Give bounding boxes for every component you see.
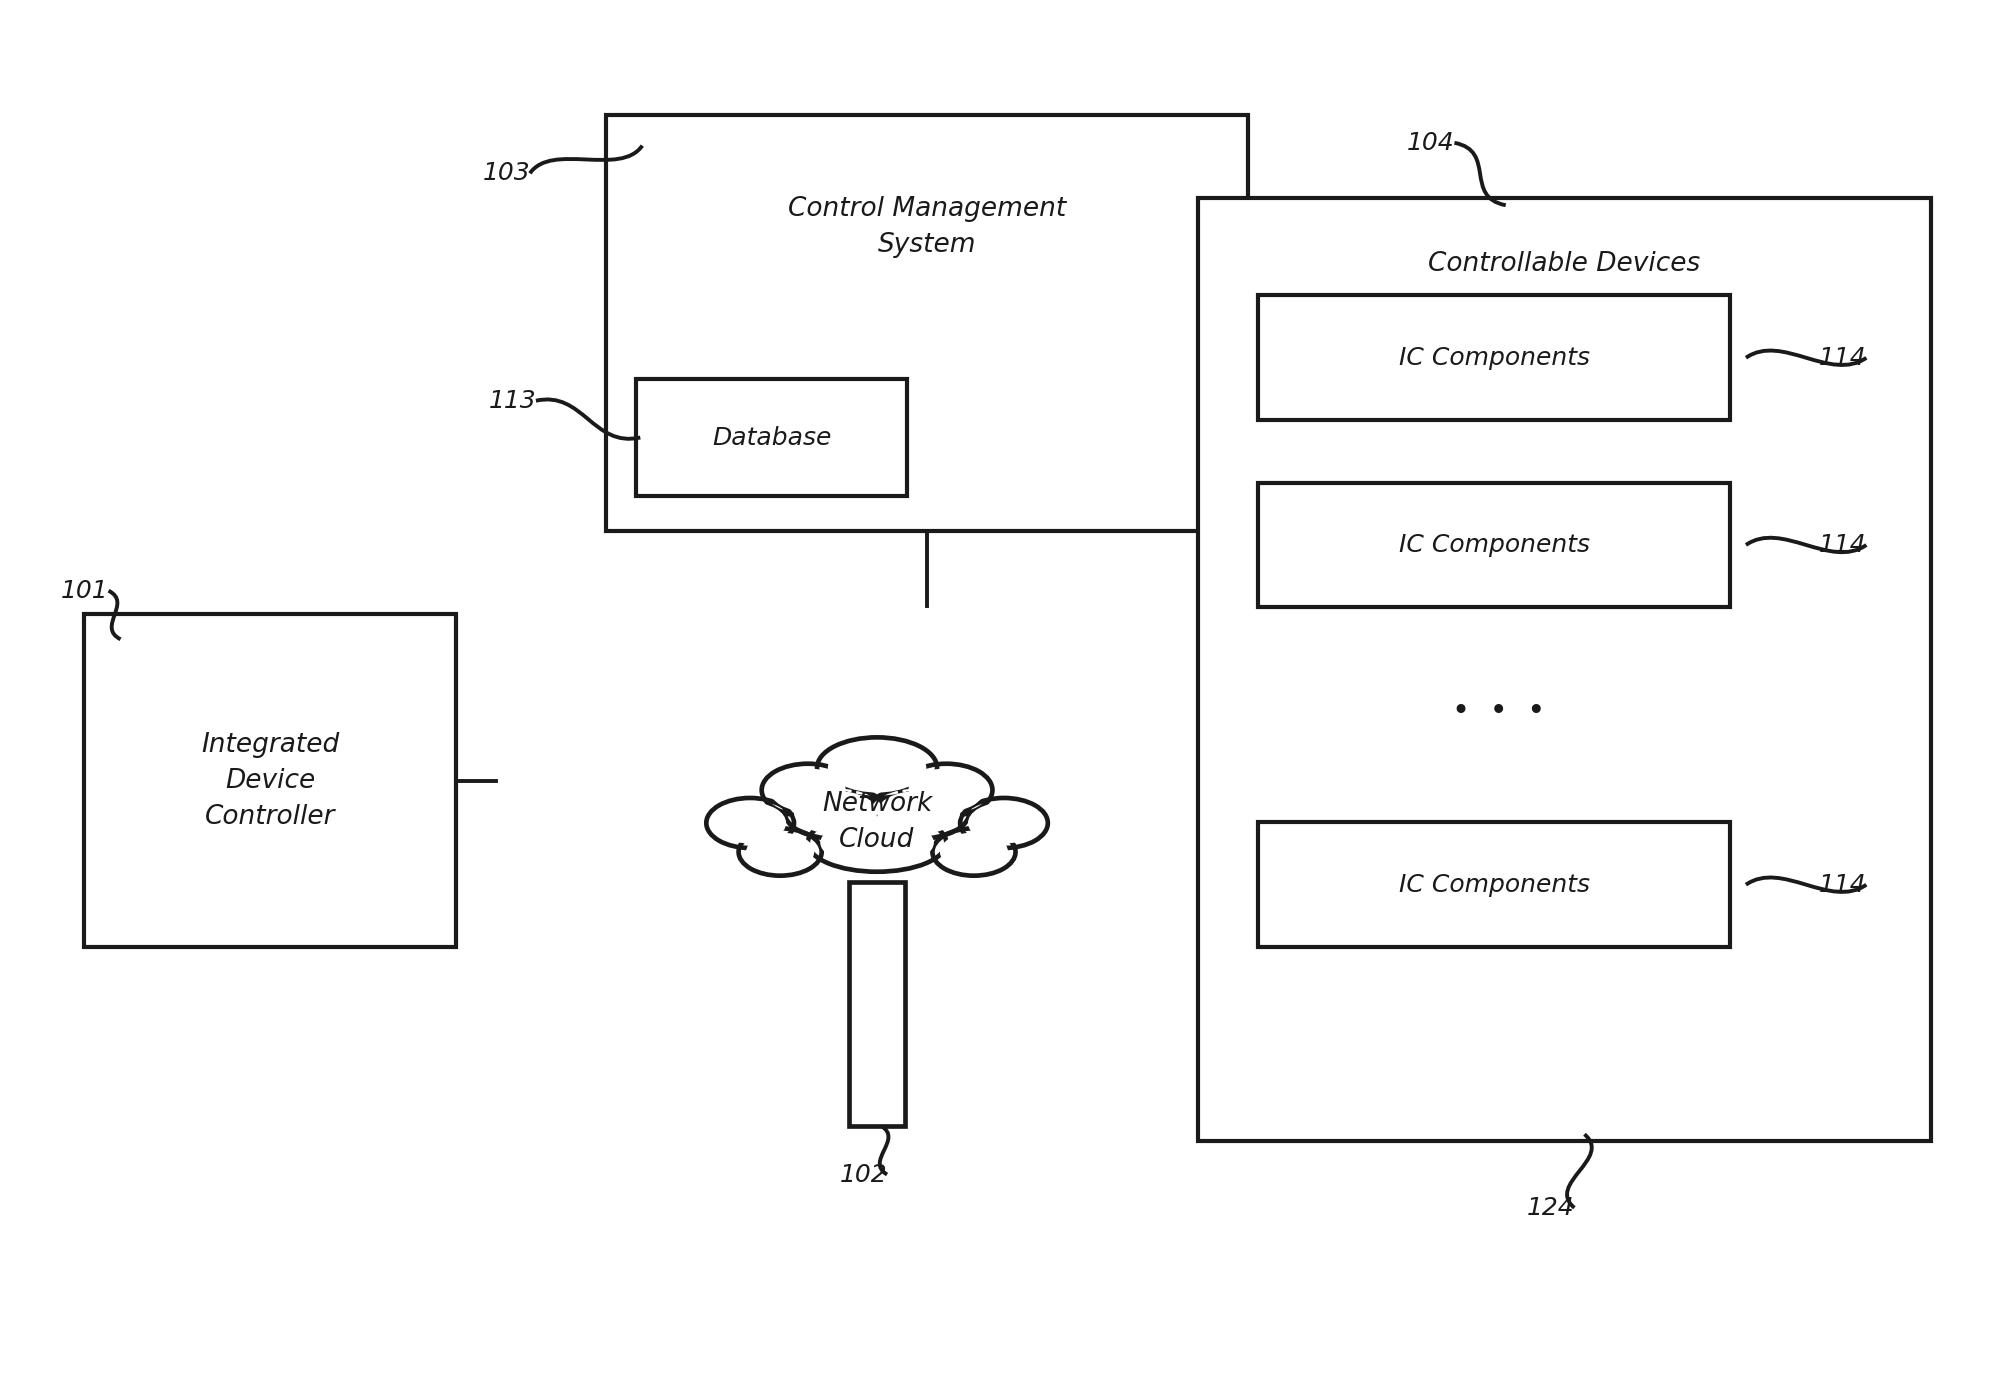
- Text: 114: 114: [1819, 533, 1865, 557]
- Ellipse shape: [808, 813, 947, 872]
- Ellipse shape: [769, 769, 846, 812]
- Text: Database: Database: [711, 425, 832, 449]
- Text: 124: 124: [1527, 1196, 1573, 1219]
- Ellipse shape: [783, 787, 886, 838]
- Ellipse shape: [939, 833, 1007, 872]
- Bar: [606, 116, 1249, 531]
- Ellipse shape: [713, 802, 785, 844]
- Ellipse shape: [900, 763, 993, 816]
- Ellipse shape: [707, 798, 794, 848]
- Text: 103: 103: [481, 162, 530, 186]
- Text: Integrated
Device
Controller: Integrated Device Controller: [201, 732, 338, 830]
- Ellipse shape: [876, 791, 961, 834]
- Text: Controllable Devices: Controllable Devices: [1428, 251, 1700, 278]
- Bar: [850, 882, 904, 1126]
- Text: Network
Cloud: Network Cloud: [822, 791, 932, 854]
- Bar: [1198, 198, 1929, 1141]
- Text: Control Management
System: Control Management System: [787, 197, 1065, 258]
- Ellipse shape: [828, 742, 926, 792]
- Ellipse shape: [820, 819, 932, 866]
- Text: 102: 102: [840, 1162, 886, 1187]
- Bar: [1257, 822, 1730, 947]
- Bar: [1257, 296, 1730, 420]
- Ellipse shape: [868, 787, 969, 838]
- Text: 113: 113: [487, 389, 536, 413]
- Text: IC Components: IC Components: [1398, 346, 1589, 370]
- Text: 114: 114: [1819, 346, 1865, 370]
- Ellipse shape: [745, 833, 814, 872]
- Ellipse shape: [959, 798, 1047, 848]
- Text: IC Components: IC Components: [1398, 873, 1589, 897]
- Ellipse shape: [967, 802, 1039, 844]
- Text: 104: 104: [1406, 131, 1454, 155]
- Text: 114: 114: [1819, 873, 1865, 897]
- Text: IC Components: IC Components: [1398, 533, 1589, 557]
- Ellipse shape: [761, 763, 854, 816]
- Ellipse shape: [794, 791, 876, 834]
- Ellipse shape: [908, 769, 983, 812]
- Bar: [85, 614, 455, 947]
- Ellipse shape: [932, 829, 1015, 876]
- Bar: [1257, 483, 1730, 607]
- Text: •  •  •: • • •: [1452, 698, 1545, 725]
- Text: 101: 101: [60, 579, 109, 603]
- Bar: [636, 378, 906, 497]
- Ellipse shape: [739, 829, 822, 876]
- Ellipse shape: [816, 738, 937, 798]
